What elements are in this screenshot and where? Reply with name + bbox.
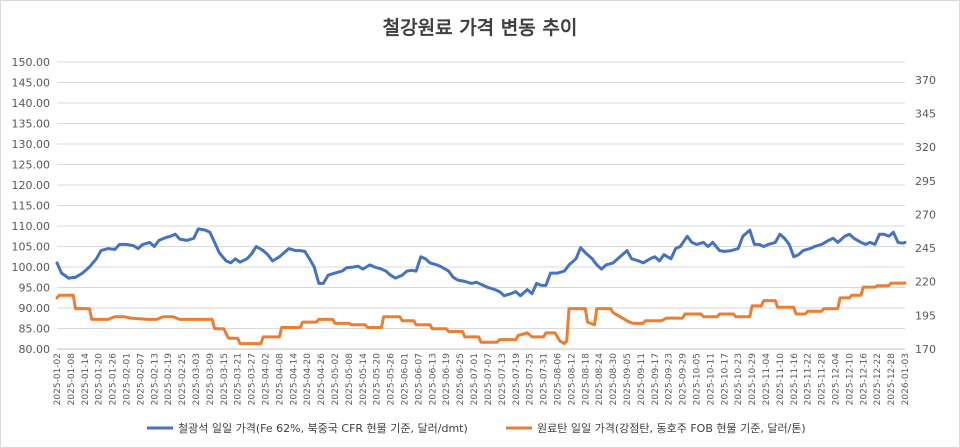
y-left-tick-label: 115.00: [12, 200, 51, 213]
y-left-tick-label: 95.00: [19, 282, 51, 295]
y-axis-left: 80.00 85.00 90.00 95.00 100.00 105.00 110.00 11…: [12, 56, 51, 356]
y-right-tick-label: 320: [915, 141, 936, 154]
x-tick-label: 2025-10-29: [748, 353, 758, 406]
x-tick-label: 2025-10-05: [692, 353, 702, 405]
y-right-tick-label: 170: [915, 343, 936, 356]
y-left-tick-label: 90.00: [19, 302, 51, 315]
x-tick-label: 2025-12-10: [845, 353, 855, 406]
x-tick-label: 2025-01-08: [67, 353, 77, 406]
x-tick-label: 2025-01-02: [53, 353, 63, 405]
x-tick-label: 2025-05-26: [387, 353, 397, 406]
y-right-tick-label: 220: [915, 276, 936, 289]
x-tick-label: 2025-11-16: [790, 353, 800, 406]
x-tick-label: 2025-06-25: [456, 353, 466, 405]
series-lines: [55, 227, 907, 346]
y-left-tick-label: 100.00: [12, 261, 51, 274]
x-tick-label: 2025-09-17: [651, 353, 661, 405]
x-tick-label: 2025-04-14: [289, 353, 299, 406]
y-left-tick-label: 120.00: [12, 179, 51, 192]
y-left-tick-label: 140.00: [12, 97, 51, 110]
y-right-tick-label: 270: [915, 208, 936, 221]
x-axis: 2025-01-02 2025-01-08 2025-01-14 2025-01-20…: [53, 348, 911, 406]
x-tick-label: 2025-12-16: [859, 353, 869, 406]
x-tick-label: 2025-01-20: [95, 353, 105, 406]
x-tick-label: 2025-07-25: [526, 353, 536, 405]
y-axis-right: 170 195 220 245 270 295 320 345 370: [915, 74, 936, 356]
x-tick-label: 2025-11-04: [762, 353, 772, 406]
x-tick-label: 2025-08-06: [553, 353, 563, 406]
x-tick-label: 2025-03-27: [248, 353, 258, 405]
x-tick-label: 2025-03-09: [206, 353, 216, 406]
y-right-tick-label: 345: [915, 108, 936, 121]
x-tick-label: 2025-08-30: [609, 353, 619, 406]
x-tick-label: 2025-09-11: [637, 353, 647, 405]
x-tick-label: 2025-05-14: [359, 353, 369, 406]
x-tick-label: 2025-02-13: [150, 353, 160, 405]
x-tick-label: 2025-09-05: [623, 353, 633, 405]
legend-label: 철광석 일일 가격(Fe 62%, 북중국 CFR 현물 기준, 달러/dmt): [178, 421, 468, 435]
x-tick-label: 2025-08-18: [581, 353, 591, 406]
x-tick-label: 2025-11-22: [804, 353, 814, 405]
x-tick-label: 2025-04-26: [317, 353, 327, 406]
x-tick-label: 2025-11-10: [776, 353, 786, 406]
chart-title: 철강원료 가격 변동 추이: [383, 17, 578, 39]
x-tick-label: 2025-09-29: [679, 353, 689, 406]
x-tick-label: 2025-05-20: [373, 353, 383, 406]
x-tick-label: 2025-04-08: [275, 353, 285, 406]
x-tick-label: 2025-03-03: [192, 353, 202, 405]
x-tick-label: 2025-06-07: [414, 353, 424, 405]
y-right-tick-label: 245: [915, 242, 936, 255]
y-right-tick-label: 370: [915, 74, 936, 87]
x-tick-label: 2025-02-19: [164, 353, 174, 406]
y-left-tick-label: 85.00: [19, 323, 51, 336]
x-tick-label: 2025-04-20: [303, 353, 313, 406]
x-tick-label: 2025-08-24: [595, 353, 605, 406]
x-tick-label: 2025-01-14: [81, 353, 91, 406]
x-tick-label: 2025-10-23: [734, 353, 744, 405]
x-tick-label: 2026-01-03: [901, 353, 911, 405]
x-tick-label: 2025-11-28: [818, 353, 828, 406]
y-left-tick-label: 105.00: [12, 241, 51, 254]
y-left-tick-label: 135.00: [12, 118, 51, 131]
y-right-tick-label: 195: [915, 309, 936, 322]
x-tick-label: 2025-07-31: [540, 353, 550, 405]
x-tick-label: 2025-02-01: [123, 353, 133, 405]
x-tick-label: 2025-07-19: [512, 353, 522, 406]
legend: 철광석 일일 가격(Fe 62%, 북중국 CFR 현물 기준, 달러/dmt)…: [147, 421, 806, 435]
x-tick-label: 2025-12-28: [887, 353, 897, 406]
y-left-tick-label: 145.00: [12, 77, 51, 90]
x-tick-label: 2025-07-07: [484, 353, 494, 405]
y-left-tick-label: 150.00: [12, 56, 51, 69]
legend-label: 원료탄 일일 가격(강점탄, 동호주 FOB 현물 기준, 달러/톤): [537, 421, 806, 435]
x-tick-label: 2025-12-04: [831, 353, 841, 406]
x-tick-label: 2025-12-22: [873, 353, 883, 405]
y-right-tick-label: 295: [915, 175, 936, 188]
y-left-tick-label: 125.00: [12, 159, 51, 172]
x-tick-label: 2025-09-23: [665, 353, 675, 405]
x-tick-label: 2025-03-21: [234, 353, 244, 405]
x-tick-label: 2025-03-15: [220, 353, 230, 405]
x-tick-label: 2025-04-02: [262, 353, 272, 405]
x-tick-label: 2025-06-13: [428, 353, 438, 405]
x-tick-label: 2025-05-08: [345, 353, 355, 406]
x-tick-label: 2025-07-01: [470, 353, 480, 405]
x-tick-label: 2025-10-11: [706, 353, 716, 405]
series-line-0: [55, 227, 907, 298]
x-tick-label: 2025-01-26: [109, 353, 119, 406]
x-tick-label: 2025-06-19: [442, 353, 452, 406]
series-line-1: [55, 281, 907, 346]
x-tick-label: 2025-10-17: [720, 353, 730, 405]
y-left-tick-label: 130.00: [12, 138, 51, 151]
y-left-tick-label: 110.00: [12, 220, 51, 233]
y-left-tick-label: 80.00: [19, 343, 51, 356]
x-tick-label: 2025-02-25: [178, 353, 188, 405]
x-tick-label: 2025-02-07: [136, 353, 146, 405]
gridlines: [57, 61, 905, 350]
x-tick-label: 2025-08-12: [567, 353, 577, 405]
x-tick-label: 2025-05-02: [331, 353, 341, 405]
x-tick-label: 2025-07-13: [498, 353, 508, 405]
x-tick-label: 2025-06-01: [401, 353, 411, 405]
